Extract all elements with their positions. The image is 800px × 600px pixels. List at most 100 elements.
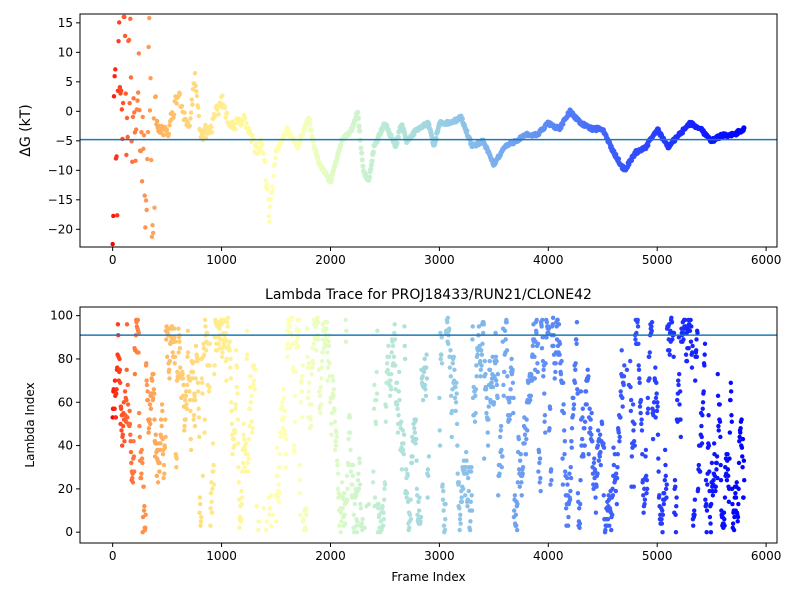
lambda-point — [180, 371, 185, 377]
lambda-point — [219, 354, 225, 359]
delta-g-point — [135, 90, 141, 95]
lambda-point — [534, 317, 539, 323]
delta-g-point — [130, 114, 136, 120]
lambda-point — [158, 441, 163, 446]
lambda-point — [535, 361, 540, 366]
lambda-point — [243, 441, 249, 446]
lambda-point — [164, 337, 169, 342]
lambda-point — [125, 402, 131, 407]
delta-g-point — [124, 115, 130, 121]
lambda-chart-title: Lambda Trace for PROJ18433/RUN21/CLONE42 — [265, 287, 592, 303]
lambda-point — [297, 317, 302, 323]
lambda-point — [202, 417, 208, 422]
lambda-point — [673, 529, 679, 535]
lambda-point — [578, 389, 584, 394]
x-tick-label: 1000 — [206, 549, 237, 563]
lambda-point — [351, 512, 356, 518]
delta-g-point — [141, 146, 146, 152]
lambda-point — [235, 417, 241, 422]
lambda-point — [177, 345, 183, 351]
lambda-point — [639, 421, 644, 427]
delta-g-point — [190, 86, 196, 92]
lambda-point — [190, 361, 195, 366]
lambda-point — [676, 382, 681, 388]
lambda-point — [390, 343, 396, 349]
lambda-point — [588, 417, 593, 422]
lambda-point — [621, 382, 626, 388]
lambda-point — [344, 328, 349, 334]
lambda-point — [407, 512, 413, 518]
lambda-point — [193, 397, 198, 403]
lambda-point — [204, 330, 210, 336]
delta-g-point — [233, 126, 238, 132]
lambda-point — [638, 397, 644, 403]
delta-g-point — [139, 129, 144, 135]
lambda-point — [394, 380, 400, 385]
lambda-point — [539, 345, 545, 351]
lambda-point — [687, 328, 693, 334]
lambda-point — [386, 354, 392, 359]
lambda-point — [374, 397, 379, 403]
lambda-point — [319, 376, 324, 381]
delta-g-point — [192, 71, 198, 76]
lambda-point — [497, 434, 503, 440]
lambda-point — [172, 335, 177, 340]
lambda-point — [473, 393, 478, 398]
lambda-point — [139, 456, 145, 461]
lambda-point — [558, 371, 564, 377]
delta-g-point — [261, 151, 266, 157]
delta-g-point — [215, 107, 220, 112]
lambda-point — [639, 428, 645, 433]
lambda-point — [170, 350, 175, 355]
lambda-point — [696, 462, 702, 468]
lambda-point — [178, 365, 183, 370]
lambda-point — [464, 458, 469, 463]
lambda-point — [718, 434, 723, 440]
lambda-point — [264, 519, 269, 524]
lambda-point — [485, 443, 491, 448]
delta-g-point — [222, 105, 228, 111]
lambda-point — [468, 519, 473, 524]
lambda-point — [310, 365, 315, 370]
delta-g-point — [194, 89, 199, 94]
lambda-point — [332, 419, 338, 424]
lambda-point — [571, 406, 576, 411]
lambda-point — [252, 387, 257, 392]
lambda-point — [561, 410, 567, 416]
lambda-point — [338, 529, 343, 535]
lambda-point — [553, 361, 558, 366]
delta-g-point — [143, 225, 148, 230]
lambda-point — [642, 497, 648, 502]
lambda-point — [277, 491, 282, 496]
delta-g-point — [196, 105, 201, 110]
lambda-point — [384, 361, 390, 366]
lambda-point — [520, 471, 525, 476]
lambda-point — [151, 371, 156, 377]
lambda-point — [736, 460, 742, 466]
lambda-point — [163, 417, 168, 422]
lambda-point — [589, 410, 594, 416]
delta-g-point — [338, 142, 344, 148]
lambda-point — [359, 521, 365, 526]
lambda-point — [176, 326, 181, 331]
lambda-point — [673, 512, 678, 518]
x-tick-label: 3000 — [424, 253, 455, 267]
lambda-point — [274, 445, 280, 450]
lambda-point — [569, 426, 575, 431]
lambda-point — [707, 514, 713, 520]
lambda-point — [195, 380, 201, 385]
lambda-point — [343, 317, 348, 323]
lambda-point — [704, 501, 709, 507]
lambda-point — [645, 406, 651, 411]
lambda-point — [354, 529, 360, 535]
lambda-point — [282, 408, 288, 414]
lambda-point — [550, 322, 555, 327]
lambda-point — [183, 393, 189, 398]
lambda-point — [279, 430, 284, 435]
lambda-point — [599, 421, 605, 427]
lambda-point — [370, 480, 376, 485]
delta-g-point — [188, 116, 193, 121]
lambda-point — [371, 469, 376, 474]
lambda-point — [153, 432, 158, 437]
delta-g-point — [394, 140, 400, 146]
